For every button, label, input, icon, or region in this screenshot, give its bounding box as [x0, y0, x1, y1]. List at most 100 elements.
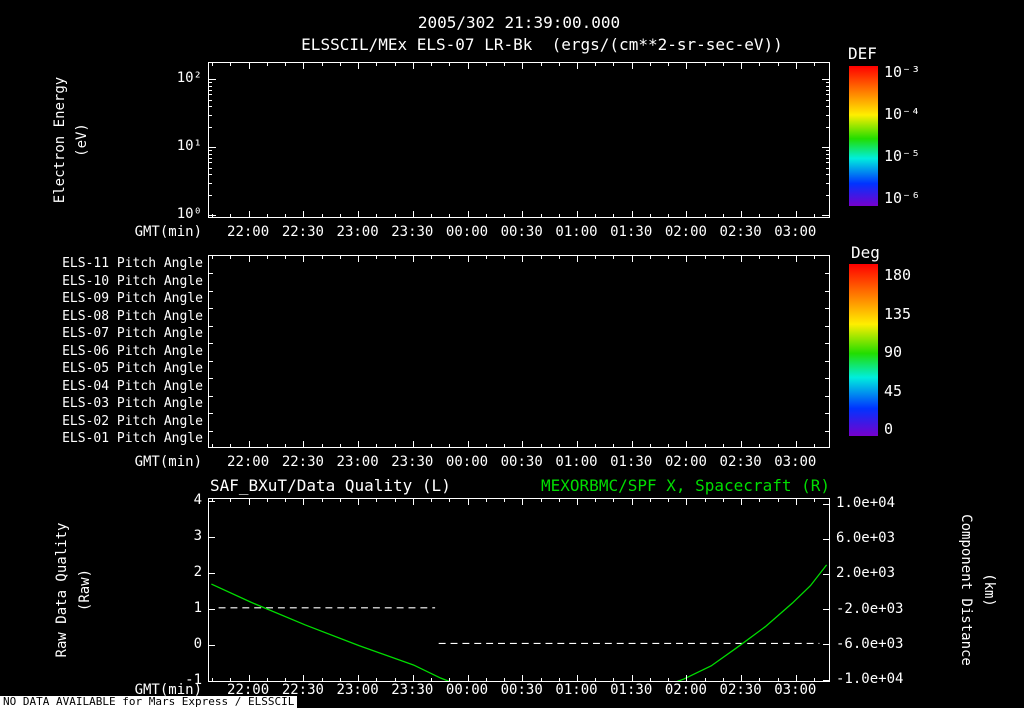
tick-mark [522, 675, 524, 681]
tick-mark [303, 211, 305, 217]
tick-mark [577, 211, 578, 217]
colorbar-tick-label: 10⁻⁵ [884, 147, 921, 165]
tick-mark [485, 214, 487, 217]
tick-mark [467, 499, 469, 505]
pitch-angle-panel [208, 255, 830, 448]
y-tick-label: 10² [176, 70, 202, 86]
electron-energy-spectrogram [208, 62, 830, 218]
y-tick-label: 2 [193, 564, 202, 580]
tick-mark [412, 63, 414, 69]
x-tick-label: 23:30 [391, 682, 434, 698]
tick-mark [358, 441, 360, 447]
tick-mark [321, 499, 323, 502]
no-data-banner: NO DATA AVAILABLE for Mars Express / ELS… [0, 696, 298, 708]
colorbar1-tick-labels: 10⁻³ 10⁻⁴ 10⁻⁵ 10⁻⁶ [884, 63, 954, 207]
tick-mark [209, 194, 212, 196]
tick-mark [595, 214, 597, 217]
tick-mark [759, 678, 761, 681]
tick-mark [209, 162, 212, 164]
tick-mark [686, 499, 688, 505]
tick-mark [777, 678, 779, 681]
tick-mark [412, 211, 414, 217]
tick-mark [822, 146, 829, 148]
tick-mark [212, 256, 214, 259]
tick-mark [266, 499, 268, 502]
x-tick-label: 01:30 [610, 682, 653, 698]
tick-mark [777, 63, 779, 66]
panel3-right-ylabel: Component Distance [958, 514, 974, 666]
tick-mark [504, 444, 505, 447]
tick-mark [825, 273, 829, 274]
x-axis-label: GMT(min) [134, 682, 202, 698]
colorbar2-title: Deg [851, 243, 880, 262]
tick-mark [558, 444, 560, 447]
x-tick-label: 22:30 [281, 454, 324, 470]
panel2-xtick-labels: 22:00 22:30 23:00 23:30 00:00 00:30 01:00 01:30… [208, 454, 830, 471]
tick-mark [467, 441, 469, 447]
tick-mark [577, 675, 578, 681]
panel3-left-ylabel: Raw Data Quality [54, 522, 70, 658]
tick-mark [613, 444, 615, 447]
tick-mark [826, 126, 829, 128]
tick-mark [759, 214, 761, 217]
panel3-xtick-labels: 22:00 22:30 23:00 23:30 00:00 00:30 01:00 01:30… [208, 682, 830, 699]
tick-mark [826, 182, 829, 184]
x-tick-label: 01:00 [555, 454, 598, 470]
tick-mark [209, 174, 212, 176]
tick-mark [394, 256, 396, 259]
tick-mark [558, 256, 560, 259]
x-axis-label: GMT(min) [134, 454, 202, 470]
tick-mark [504, 63, 505, 66]
colorbar-tick-label: 45 [884, 381, 903, 400]
tick-mark [209, 89, 212, 91]
tick-mark [595, 63, 597, 66]
tick-mark [209, 378, 213, 380]
tick-mark [668, 63, 670, 66]
tick-mark [209, 85, 212, 87]
panel1-ytick-labels: 10² 10¹ 10⁰ [146, 62, 202, 222]
tick-mark [376, 256, 378, 259]
tick-mark [303, 63, 305, 69]
tick-mark [376, 214, 378, 217]
tick-mark [303, 499, 305, 505]
tick-mark [540, 444, 542, 447]
tick-mark [595, 678, 597, 681]
tick-mark [631, 441, 633, 447]
tick-mark [631, 63, 633, 69]
tick-mark [449, 499, 451, 502]
panel3-left-title: SAF_BXuT/Data Quality (L) [210, 476, 451, 495]
tick-mark [449, 678, 451, 681]
tick-mark [577, 63, 578, 69]
tick-mark [577, 499, 578, 505]
tick-mark [412, 675, 414, 681]
tick-mark [212, 63, 214, 66]
x-tick-label: 01:00 [555, 682, 598, 698]
tick-mark [285, 499, 287, 502]
tick-mark [431, 256, 432, 259]
tick-mark [212, 444, 214, 447]
y-tick-label: 1 [193, 600, 202, 616]
tick-mark [303, 675, 305, 681]
tick-mark [209, 308, 213, 310]
tick-mark [394, 444, 396, 447]
tick-mark [467, 63, 469, 69]
tick-mark [826, 174, 829, 176]
tick-mark [613, 63, 615, 66]
tick-mark [722, 63, 724, 66]
tick-mark [826, 99, 829, 101]
tick-mark [759, 444, 761, 447]
tick-mark [795, 63, 797, 69]
tick-mark [321, 444, 323, 447]
tick-mark [209, 153, 212, 155]
tick-mark [321, 256, 323, 259]
tick-mark [248, 675, 250, 681]
tick-mark [358, 499, 360, 505]
tick-mark [826, 85, 829, 87]
tick-mark [649, 63, 651, 66]
tick-mark [825, 308, 829, 310]
x-axis-label: GMT(min) [134, 224, 202, 240]
x-tick-label: 22:00 [227, 454, 270, 470]
panel3-left-ytick-labels: 4 3 2 1 0 -1 [146, 492, 202, 688]
tick-mark [825, 360, 829, 362]
